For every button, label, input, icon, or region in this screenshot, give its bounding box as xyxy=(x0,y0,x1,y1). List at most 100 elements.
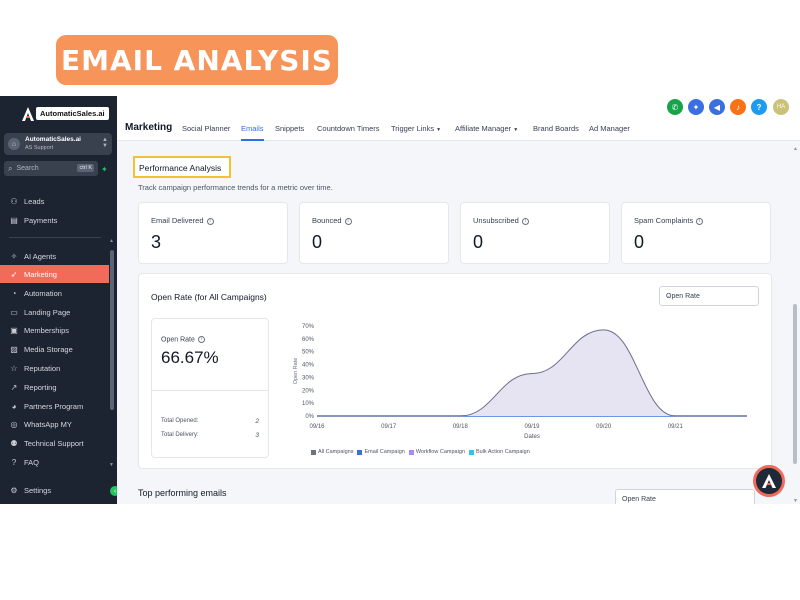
stat-value: 0 xyxy=(312,232,323,252)
legend-item[interactable]: All Campaigns xyxy=(311,449,353,455)
landing-page-icon: ▭ xyxy=(10,307,18,317)
logo[interactable]: AutomaticSales.ai xyxy=(22,105,109,122)
info-icon[interactable]: i xyxy=(696,217,704,225)
search-shortcut: ctrl K xyxy=(77,164,94,172)
account-sub: AS Support xyxy=(25,145,54,151)
sidebar-item-payments[interactable]: ▤ Payments xyxy=(0,211,109,229)
collapse-sidebar-button[interactable]: ‹ xyxy=(110,486,120,496)
x-tick-label: 09/16 xyxy=(309,424,325,430)
summary-divider xyxy=(152,390,268,391)
support-icon: ⚉ xyxy=(10,438,18,448)
sidebar-item-label: Partners Program xyxy=(24,401,84,411)
y-axis-label: Open Rate xyxy=(293,358,299,385)
x-tick-label: 09/19 xyxy=(524,424,540,430)
sidebar-item-settings[interactable]: ⚙ Settings xyxy=(0,481,109,499)
series-area-all-campaigns xyxy=(317,329,747,416)
open-rate-card: Open Rate (for All Campaigns) Open Rate … xyxy=(138,273,772,469)
tab-trigger-links[interactable]: Trigger Links ▼ xyxy=(391,124,441,133)
sidebar-item-whatsapp[interactable]: ◎ WhatsApp MY xyxy=(0,415,109,433)
open-rate-card-title: Open Rate (for All Campaigns) xyxy=(151,292,267,302)
info-icon[interactable]: i xyxy=(344,217,352,225)
sidebar-item-automation[interactable]: ◔ Automation xyxy=(0,284,109,302)
info-icon[interactable]: i xyxy=(521,217,529,225)
phone-icon[interactable]: ✆ xyxy=(667,99,683,115)
chevron-down-icon: ▼ xyxy=(513,127,519,133)
top-navigation: Marketing Social Planner Emails Snippets… xyxy=(117,96,800,141)
tab-affiliate-manager[interactable]: Affiliate Manager ▼ xyxy=(455,124,518,133)
sidebar-item-label: Memberships xyxy=(24,325,70,335)
top-emails-metric-select[interactable]: Open Rate xyxy=(615,489,755,504)
sidebar-item-reporting[interactable]: ↗ Reporting xyxy=(0,378,109,396)
sparkle-icon[interactable]: ✦ xyxy=(688,99,704,115)
content-scroll-up-icon[interactable]: ▲ xyxy=(793,146,798,152)
sidebar-item-label: WhatsApp MY xyxy=(24,419,72,429)
marketing-icon: ➶ xyxy=(10,269,18,279)
legend-item[interactable]: Bulk Action Campaign xyxy=(468,449,530,455)
sidebar-item-label: Settings xyxy=(24,485,52,495)
stat-value: 0 xyxy=(634,232,645,252)
sidebar-item-technical-support[interactable]: ⚉ Technical Support xyxy=(0,434,109,452)
tab-emails[interactable]: Emails xyxy=(241,124,264,141)
content-scrollbar[interactable] xyxy=(793,304,797,464)
sidebar-item-ai-agents[interactable]: ✧ AI Agents xyxy=(0,247,109,265)
quick-action-bolt-icon[interactable]: ✦ xyxy=(101,165,108,174)
sidebar-item-label: FAQ xyxy=(24,457,40,467)
chevron-updown-icon: ▲ ▼ xyxy=(102,137,108,149)
sidebar-scroll-down-icon[interactable]: ▼ xyxy=(109,462,114,468)
logo-mark-icon xyxy=(22,106,34,121)
sidebar-item-reputation[interactable]: ☆ Reputation xyxy=(0,359,109,377)
legend-swatch xyxy=(311,449,316,455)
whatsapp-icon: ◎ xyxy=(10,419,18,429)
stat-label: Spam Complaints xyxy=(634,216,694,225)
open-rate-value: 66.67% xyxy=(161,348,219,367)
help-icon[interactable]: ? xyxy=(751,99,767,115)
sidebar: AutomaticSales.ai ⌂ AutomaticSales.ai AS… xyxy=(0,96,120,504)
sidebar-scroll-up-icon[interactable]: ▲ xyxy=(109,238,114,244)
sidebar-scrollbar[interactable] xyxy=(110,250,114,410)
leads-icon: ⚇ xyxy=(10,196,18,206)
bell-icon[interactable]: ♪ xyxy=(730,99,746,115)
payments-icon: ▤ xyxy=(10,215,18,225)
sidebar-item-partners-program[interactable]: ◕ Partners Program xyxy=(0,397,109,415)
tab-label: Trigger Links xyxy=(391,124,435,133)
search-placeholder: Search xyxy=(16,165,39,172)
tab-ad-manager[interactable]: Ad Manager xyxy=(589,124,630,133)
x-tick-label: 09/18 xyxy=(453,424,469,430)
sidebar-item-leads[interactable]: ⚇ Leads xyxy=(0,192,109,210)
banner-title: EMAIL ANALYSIS xyxy=(61,43,333,77)
content-scroll-down-icon[interactable]: ▼ xyxy=(793,498,798,504)
performance-analysis-heading: Performance Analysis xyxy=(139,163,222,173)
series-line-all-campaigns xyxy=(317,329,747,417)
sidebar-item-marketing[interactable]: ➶ Marketing xyxy=(0,265,109,283)
tab-brand-boards[interactable]: Brand Boards xyxy=(533,124,579,133)
total-opened-value: 2 xyxy=(255,418,259,425)
megaphone-icon[interactable]: ◀ xyxy=(709,99,725,115)
sidebar-item-label: Landing Page xyxy=(24,307,71,317)
assistant-fab-button[interactable] xyxy=(753,465,785,497)
tab-social-planner[interactable]: Social Planner xyxy=(182,124,231,133)
sidebar-item-memberships[interactable]: ▣ Memberships xyxy=(0,321,109,339)
tab-countdown-timers[interactable]: Countdown Timers xyxy=(317,124,380,133)
x-tick-label: 09/17 xyxy=(381,424,397,430)
sidebar-item-landing-page[interactable]: ▭ Landing Page xyxy=(0,303,109,321)
sidebar-item-label: Marketing xyxy=(24,269,57,279)
account-name: AutomaticSales.ai xyxy=(25,136,81,143)
account-switcher[interactable]: ⌂ AutomaticSales.ai AS Support ▲ ▼ xyxy=(4,133,112,155)
total-delivery-label: Total Delivery: xyxy=(161,432,199,438)
search-input[interactable]: ⌕ Search ctrl K xyxy=(4,161,98,176)
stat-value: 3 xyxy=(151,232,162,252)
sidebar-item-faq[interactable]: ? FAQ xyxy=(0,453,109,471)
avatar[interactable]: HA xyxy=(773,99,789,115)
tab-snippets[interactable]: Snippets xyxy=(275,124,305,133)
metric-select[interactable]: Open Rate ⌄ xyxy=(659,286,759,306)
stat-card-bounced: Bounced i 0 xyxy=(299,202,449,264)
info-icon[interactable]: i xyxy=(206,217,214,225)
partners-icon: ◕ xyxy=(11,401,17,411)
chevron-down-icon: ▼ xyxy=(436,127,442,133)
stat-label: Email Delivered xyxy=(151,216,204,225)
legend-item[interactable]: Email Campaign xyxy=(357,449,405,455)
info-icon[interactable]: i xyxy=(197,336,205,343)
sidebar-item-media-storage[interactable]: ▨ Media Storage xyxy=(0,340,109,358)
legend-item[interactable]: Workflow Campaign xyxy=(408,449,465,455)
stat-label: Bounced xyxy=(312,216,342,225)
